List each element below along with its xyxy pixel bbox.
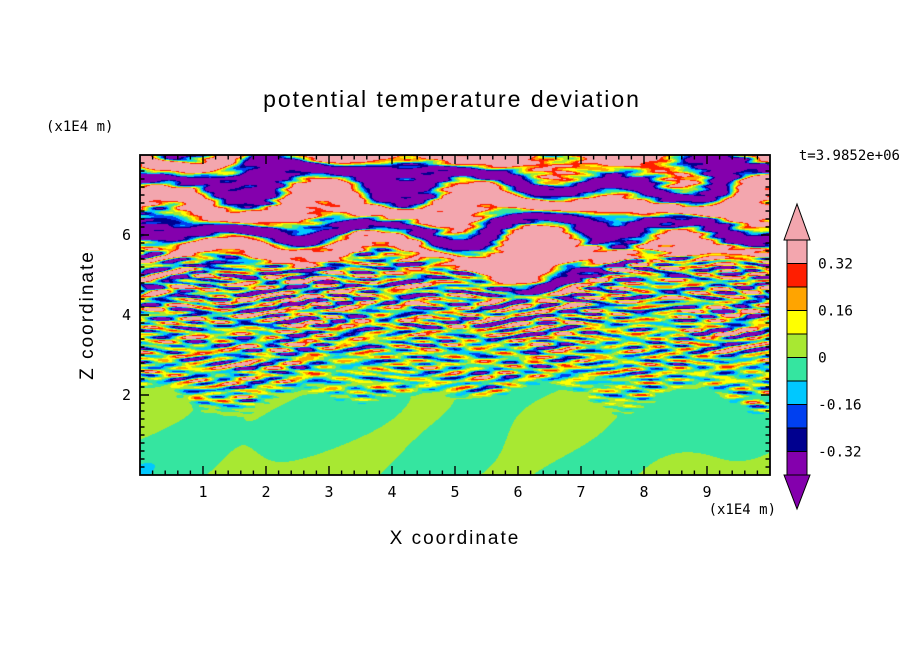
- colorbar-band: [786, 404, 808, 429]
- plot-title: potential temperature deviation: [263, 86, 641, 112]
- y-tick-label: 2: [122, 386, 131, 404]
- colorbar-band: [786, 451, 808, 476]
- y-tick-label: 6: [122, 226, 131, 244]
- colorbar-band: [786, 380, 808, 405]
- x-tick-label: 5: [450, 483, 459, 501]
- x-axis-label: X coordinate: [389, 528, 521, 549]
- x-tick-label: 8: [639, 483, 648, 501]
- x-axis-unit-label: (x1E4 m): [708, 502, 776, 518]
- x-tick-label: 2: [261, 483, 270, 501]
- x-tick-label: 6: [513, 483, 522, 501]
- colorbar-band: [786, 310, 808, 335]
- colorbar-tick-label: 0.16: [818, 304, 853, 320]
- colorbar-band: [786, 427, 808, 452]
- colorbar-tick-label: 0.32: [818, 257, 853, 273]
- x-tick-label: 7: [576, 483, 585, 501]
- temperature-deviation-field: [140, 155, 770, 475]
- colorbar-band: [786, 333, 808, 358]
- x-tick-label: 1: [198, 483, 207, 501]
- colorbar-under-arrow: [783, 474, 811, 511]
- x-tick-label: 9: [702, 483, 711, 501]
- time-annotation: t=3.9852e+06: [798, 148, 900, 164]
- y-axis-unit-label: (x1E4 m): [46, 119, 114, 135]
- axis-ticks: [140, 155, 770, 475]
- colorbar-tick-label: -0.16: [818, 398, 862, 414]
- colorbar-over-arrow: [783, 202, 811, 241]
- colorbar-tick-label: -0.32: [818, 445, 862, 461]
- colorbar-band: [786, 263, 808, 288]
- colorbar-band: [786, 286, 808, 311]
- colorbar-tick-label: 0: [818, 351, 827, 367]
- colorbar-band: [786, 239, 808, 264]
- x-tick-label: 3: [324, 483, 333, 501]
- plot-frame: [139, 154, 771, 476]
- x-tick-label: 4: [387, 483, 396, 501]
- y-tick-label: 4: [122, 306, 131, 324]
- colorbar-band: [786, 357, 808, 382]
